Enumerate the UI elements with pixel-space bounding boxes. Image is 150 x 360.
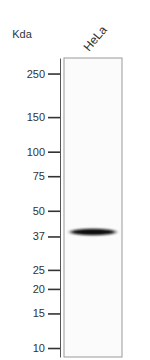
- tick-label: 100: [27, 146, 45, 158]
- tick: 150: [27, 111, 60, 123]
- tick-label: 10: [33, 342, 45, 354]
- y-axis: 250 150 100 75 50 37 25 20 15 10: [27, 59, 61, 358]
- tick-mark: [48, 210, 60, 212]
- tick-mark: [48, 176, 60, 178]
- tick-label: 20: [33, 283, 45, 295]
- tick-mark: [48, 117, 60, 119]
- axis-line: [60, 59, 61, 358]
- tick-label: 250: [27, 68, 45, 80]
- bands: [70, 229, 115, 235]
- tick-label: 25: [33, 264, 45, 276]
- tick-mark: [48, 270, 60, 272]
- tick-mark: [48, 313, 60, 315]
- tick-mark: [48, 236, 60, 238]
- tick: 100: [27, 146, 60, 158]
- tick-label: 15: [33, 307, 45, 319]
- lane-label: HeLa: [81, 23, 110, 54]
- tick-mark: [48, 348, 60, 350]
- chart: 250 150 100 75 50 37 25 20 15 10 Kda HeLa: [0, 0, 150, 360]
- tick: 250: [27, 68, 60, 80]
- tick: 37: [33, 230, 60, 242]
- tick-label: 150: [27, 111, 45, 123]
- tick: 20: [33, 283, 60, 295]
- tick-label: 50: [33, 205, 45, 217]
- tick-label: 37: [33, 230, 45, 242]
- tick: 75: [33, 170, 60, 182]
- tick: 25: [33, 264, 60, 276]
- tick-mark: [48, 73, 60, 75]
- blot-frame: [64, 58, 122, 357]
- tick: 10: [33, 342, 60, 354]
- tick-mark: [48, 151, 60, 153]
- tick-mark: [48, 289, 60, 291]
- axis-title: Kda: [12, 28, 32, 40]
- band: [70, 229, 115, 235]
- tick-label: 75: [33, 170, 45, 182]
- tick: 15: [33, 307, 60, 319]
- tick: 50: [33, 205, 60, 217]
